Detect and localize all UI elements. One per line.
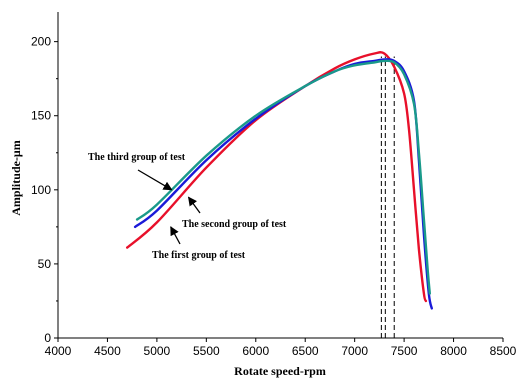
x-tick-label: 5000 [144, 344, 171, 358]
annotations: The third group of test The second group … [88, 152, 287, 261]
y-tick-label: 50 [38, 257, 52, 271]
annotation-arrow [137, 169, 173, 191]
series-line-1 [126, 51, 428, 303]
x-axis-title: Rotate speed-rpm [234, 364, 326, 378]
series-lines [126, 51, 433, 310]
x-tick-label: 4500 [94, 344, 121, 358]
annotation-label: The second group of test [182, 219, 287, 230]
annotation-arrow [170, 226, 181, 245]
y-ticks: 0 50 100 150 200 [31, 35, 58, 345]
plot-area [57, 12, 503, 339]
series-line-2 [133, 58, 433, 310]
x-tick-label: 4000 [45, 344, 72, 358]
x-tick-label: 7500 [391, 344, 418, 358]
annotation-arrow [187, 196, 201, 214]
annotation-label: The first group of test [152, 250, 246, 261]
x-tick-label: 6500 [292, 344, 319, 358]
x-tick-label: 7000 [341, 344, 368, 358]
x-tick-label: 6000 [242, 344, 269, 358]
y-tick-label: 0 [44, 331, 51, 345]
x-tick-label: 8000 [440, 344, 467, 358]
y-tick-label: 200 [31, 35, 51, 49]
x-tick-label: 5500 [193, 344, 220, 358]
y-tick-label: 100 [31, 183, 51, 197]
annotation-label: The third group of test [88, 152, 186, 163]
y-axis-title: Amplitude-μm [9, 140, 23, 215]
peak-markers [380, 56, 395, 338]
series-line-3 [135, 59, 431, 295]
x-ticks: 4000 4500 5000 5500 6000 6500 7000 7500 8000 8500 [45, 338, 517, 358]
y-tick-label: 150 [31, 109, 51, 123]
x-tick-label: 8500 [490, 344, 517, 358]
